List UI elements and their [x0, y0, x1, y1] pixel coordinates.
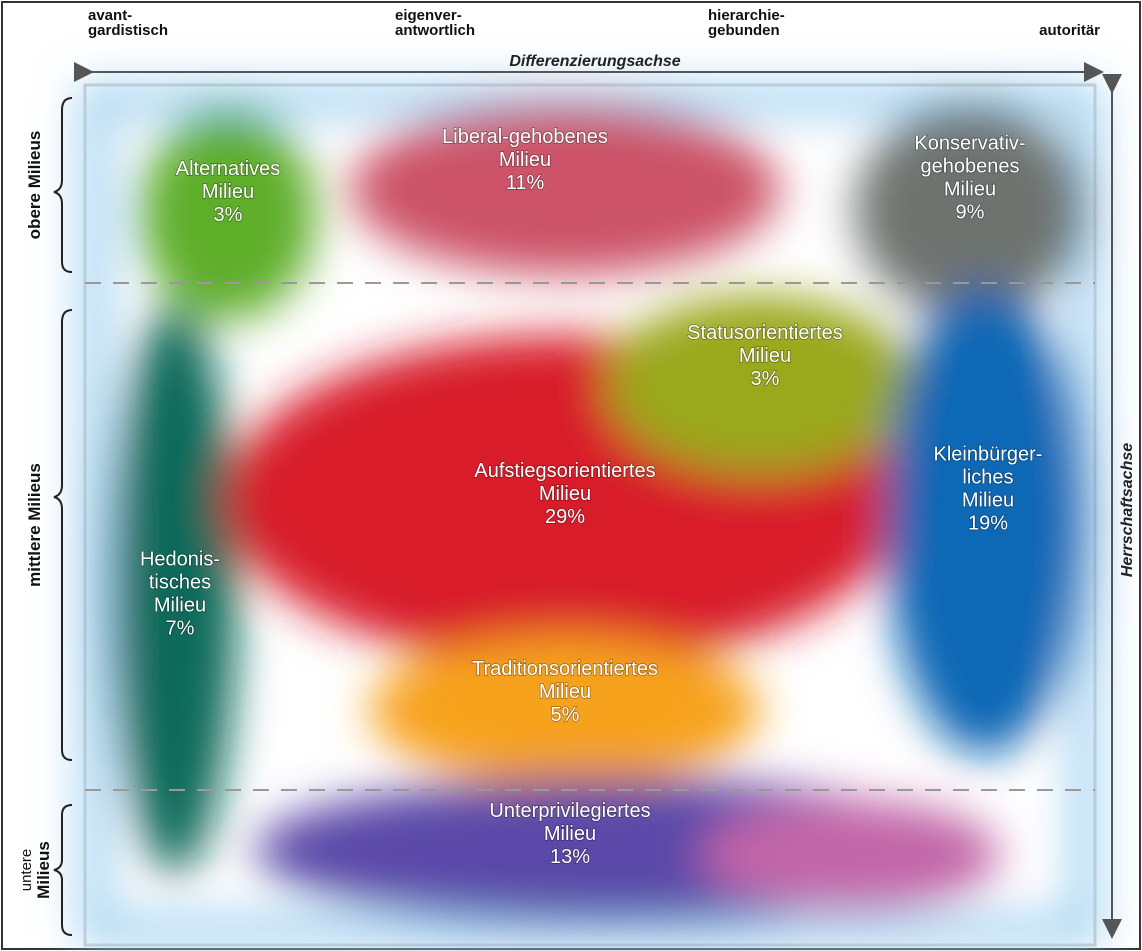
side-label: obere Milieus — [25, 131, 44, 240]
milieu-name: tisches — [149, 572, 211, 594]
milieu-share: 3% — [214, 204, 243, 226]
top-label: gardistisch — [88, 22, 168, 39]
milieu-name: Milieu — [962, 490, 1014, 512]
milieu-name: Statusorientiertes — [687, 322, 843, 344]
milieu-name: Hedonis- — [140, 549, 220, 571]
milieu-name: Milieu — [202, 181, 254, 203]
milieu-name: gehobenes — [921, 156, 1020, 178]
milieu-share: 11% — [506, 172, 545, 194]
milieu-name: Unterprivilegiertes — [489, 800, 650, 822]
top-label: avant- — [88, 7, 132, 24]
milieu-name: Milieu — [539, 681, 591, 703]
milieu-name: Milieu — [739, 345, 791, 367]
milieu-name: Milieu — [499, 149, 551, 171]
milieu-name: Konservativ- — [914, 133, 1025, 155]
milieu-share: 19% — [968, 513, 1008, 535]
milieu-name: Liberal-gehobenes — [442, 126, 608, 148]
blobs — [80, 85, 1100, 945]
top-label: gebunden — [708, 22, 780, 39]
milieu-name: Milieu — [544, 823, 596, 845]
top-label: antwortlich — [395, 22, 475, 39]
milieu-name: Alternatives — [176, 158, 281, 180]
milieu-share: 3% — [751, 368, 780, 390]
milieu-share: 29% — [545, 506, 585, 528]
milieu-name: Milieu — [154, 595, 206, 617]
top-label: eigenver- — [395, 7, 462, 24]
milieu-name: Traditionsorientiertes — [472, 658, 658, 680]
milieu-name: Kleinbürger- — [934, 444, 1043, 466]
x-axis-label: Differenzierungsachse — [509, 53, 680, 70]
side-label: mittlere Milieus — [25, 463, 44, 587]
milieu-name: Aufstiegsorientiertes — [474, 460, 655, 482]
milieu-name: Milieu — [539, 483, 591, 505]
milieu-share: 5% — [551, 704, 580, 726]
side-label: Milieus — [34, 841, 53, 899]
y-axis-label: Herrschaftsachse — [1119, 443, 1136, 577]
milieu-share: 7% — [166, 618, 195, 640]
milieu-share: 13% — [550, 846, 590, 868]
braces — [53, 97, 73, 936]
top-label: hierarchie- — [708, 7, 785, 24]
side-label: untere — [18, 849, 35, 892]
top-label: autoritär — [1039, 22, 1100, 39]
milieu-name: Milieu — [944, 179, 996, 201]
milieu-share: 9% — [956, 202, 985, 224]
milieu-name: liches — [962, 467, 1013, 489]
